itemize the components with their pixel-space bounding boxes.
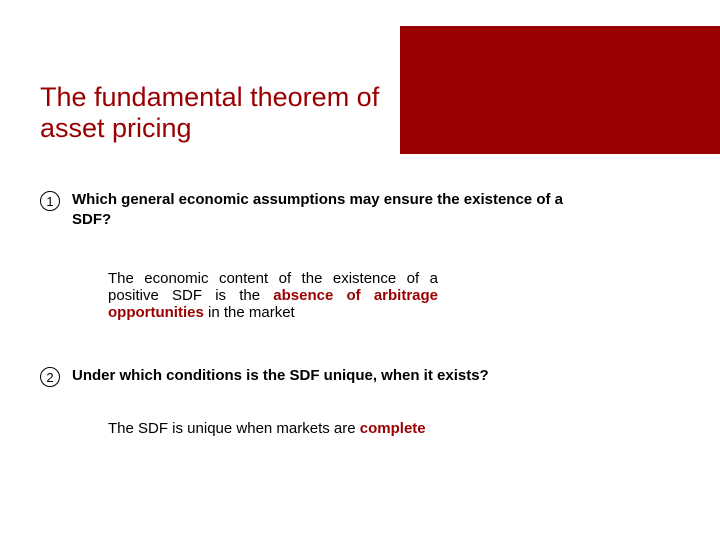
question-1-row: 1 Which general economic assumptions may… (40, 190, 580, 231)
header-accent-box (400, 26, 720, 154)
question-2-text: Under which conditions is the SDF unique… (72, 366, 489, 386)
answer-1: The economic content of the existence of… (108, 270, 438, 321)
question-1-text: Which general economic assumptions may e… (72, 190, 580, 231)
circled-number-1: 1 (40, 191, 60, 211)
answer-2-emphasis: complete (360, 420, 426, 437)
slide: The fundamental theorem of asset pricing… (0, 0, 720, 540)
answer-2: The SDF is unique when markets are compl… (108, 420, 528, 437)
slide-title: The fundamental theorem of asset pricing (40, 82, 400, 144)
circled-number-2: 2 (40, 367, 60, 387)
answer-1-post: in the market (204, 304, 295, 321)
question-2-row: 2 Under which conditions is the SDF uniq… (40, 366, 600, 387)
answer-2-pre: The SDF is unique when markets are (108, 420, 360, 437)
